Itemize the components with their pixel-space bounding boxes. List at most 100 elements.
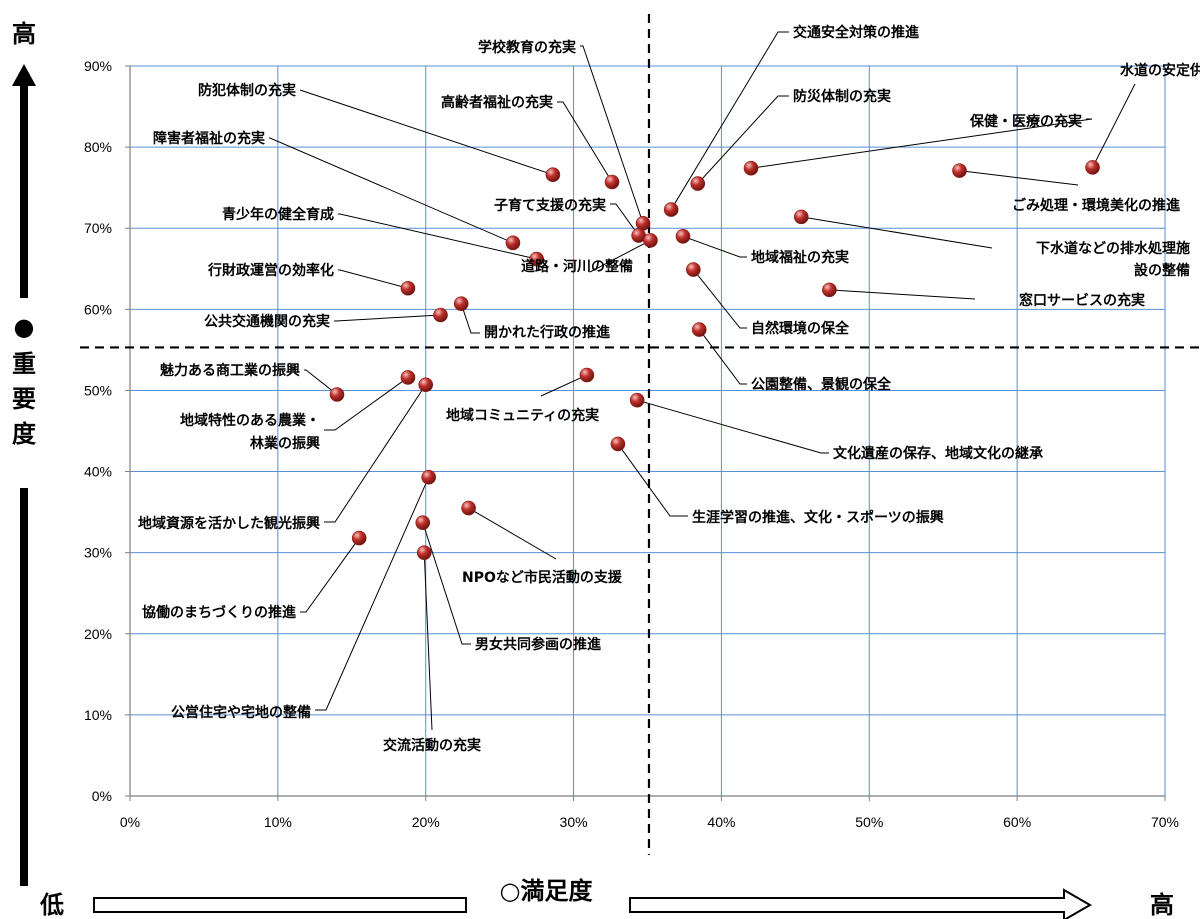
data-point <box>505 235 521 251</box>
x-axis-arrow-shaft-left <box>93 897 467 913</box>
leader-line <box>829 289 976 300</box>
leader-line <box>422 522 471 645</box>
data-label: 協働のまちづくりの推進 <box>142 604 296 621</box>
data-label: 公共交通機関の充実 <box>204 313 330 330</box>
leader-line <box>423 552 433 731</box>
leader-line <box>1092 83 1136 168</box>
x-axis-high-label: 高 <box>1150 891 1174 919</box>
grid <box>130 65 1166 796</box>
leader-line <box>269 137 514 244</box>
data-point <box>416 545 432 560</box>
data-label: ごみ処理・環境美化の推進 <box>1012 197 1180 214</box>
data-label: 道路・河川の整備 <box>521 258 633 275</box>
data-point <box>822 282 837 298</box>
leader-line <box>698 329 747 385</box>
data-label: 水道の安定供給 <box>1120 62 1200 79</box>
data-point <box>686 262 701 277</box>
data-label: 地域コミュニティの充実 <box>446 407 599 424</box>
data-label: 下水道などの排水処理施 <box>1036 240 1190 257</box>
leader-line <box>697 95 789 184</box>
leader-line <box>324 377 409 431</box>
y-tick-label: 10% <box>84 707 112 723</box>
data-point <box>400 370 416 385</box>
leader-line <box>610 203 640 236</box>
leader-line <box>617 443 688 517</box>
y-tick-label: 80% <box>84 139 112 155</box>
x-tick-label: 40% <box>707 814 735 830</box>
data-point <box>421 469 436 485</box>
data-point <box>610 436 626 452</box>
data-point <box>529 251 544 267</box>
data-label: 自然環境の保全 <box>751 320 850 337</box>
data-point <box>418 377 434 393</box>
leader-line <box>304 369 338 395</box>
data-label: 地域福祉の充実 <box>751 249 849 266</box>
x-axis-arrow-right <box>629 888 1093 919</box>
data-point <box>604 174 620 190</box>
data-points <box>329 160 1100 560</box>
data-label-continuation: 設の整備 <box>1134 262 1190 279</box>
x-tick-label: 20% <box>412 814 440 830</box>
data-label: 開かれた行政の推進 <box>484 324 610 341</box>
leader-line <box>300 537 360 613</box>
y-axis-arrow-head <box>12 64 36 86</box>
x-tick-label: 10% <box>264 814 292 830</box>
data-label: 行財政運営の効率化 <box>207 262 334 279</box>
y-tick-label: 20% <box>84 626 112 642</box>
data-point <box>629 392 645 408</box>
data-label: 地域特性のある農業・ <box>180 412 320 429</box>
data-label: 交通安全対策の推進 <box>793 24 919 41</box>
data-label: 障害者福祉の充実 <box>153 130 265 147</box>
data-point <box>351 530 367 546</box>
leader-line <box>315 477 430 711</box>
x-axis-title: ○満足度 <box>500 877 594 905</box>
data-point <box>415 515 431 530</box>
leader-line <box>801 216 993 249</box>
data-point <box>952 163 967 178</box>
data-point <box>579 367 595 383</box>
leader-line <box>460 303 480 334</box>
x-tick-label: 50% <box>855 814 883 830</box>
data-label: 子育て支援の充実 <box>494 197 606 214</box>
data-label: 防災体制の充実 <box>793 88 891 105</box>
y-tick-label: 50% <box>84 382 112 398</box>
data-label: 公園整備、景観の保全 <box>751 376 892 393</box>
y-axis-high-label: 高 <box>12 20 36 48</box>
data-point <box>400 280 416 296</box>
data-point <box>743 160 759 176</box>
data-label: 青少年の健全育成 <box>222 206 334 223</box>
leader-line <box>540 374 588 397</box>
y-tick-label: 30% <box>84 545 112 561</box>
data-point <box>690 176 706 191</box>
leader-lines <box>269 31 1136 731</box>
data-point <box>461 500 476 516</box>
data-point <box>433 307 448 323</box>
y-axis-arrow-shaft-upper <box>20 84 28 298</box>
data-label: 魅力ある商工業の振興 <box>160 362 300 379</box>
y-axis-title-marker: ● <box>14 313 35 341</box>
data-point <box>545 167 561 182</box>
y-tick-label: 0% <box>92 788 112 804</box>
data-label: 防犯体制の充実 <box>198 82 296 99</box>
x-tick-label: 30% <box>560 814 588 830</box>
data-label: 高齢者福祉の充実 <box>441 94 553 111</box>
data-point <box>675 229 691 244</box>
data-point <box>1085 160 1100 175</box>
leader-line <box>589 239 651 273</box>
data-label: 男女共同参画の推進 <box>475 636 601 653</box>
data-point <box>329 387 345 402</box>
data-point <box>663 202 679 217</box>
data-label: 交流活動の充実 <box>383 737 481 754</box>
leader-line <box>637 399 829 454</box>
y-axis-arrow-shaft-lower <box>20 488 28 886</box>
leader-line <box>959 170 1079 186</box>
leader-line <box>334 314 441 322</box>
y-tick-label: 90% <box>84 58 112 74</box>
data-label: 保健・医療の充実 <box>969 113 1082 130</box>
y-tick-label: 70% <box>84 220 112 236</box>
x-tick-label: 70% <box>1151 814 1179 830</box>
x-tick-label: 60% <box>1003 814 1031 830</box>
leader-line <box>750 118 1093 169</box>
data-label: NPOなど市民活動の支援 <box>462 569 623 586</box>
